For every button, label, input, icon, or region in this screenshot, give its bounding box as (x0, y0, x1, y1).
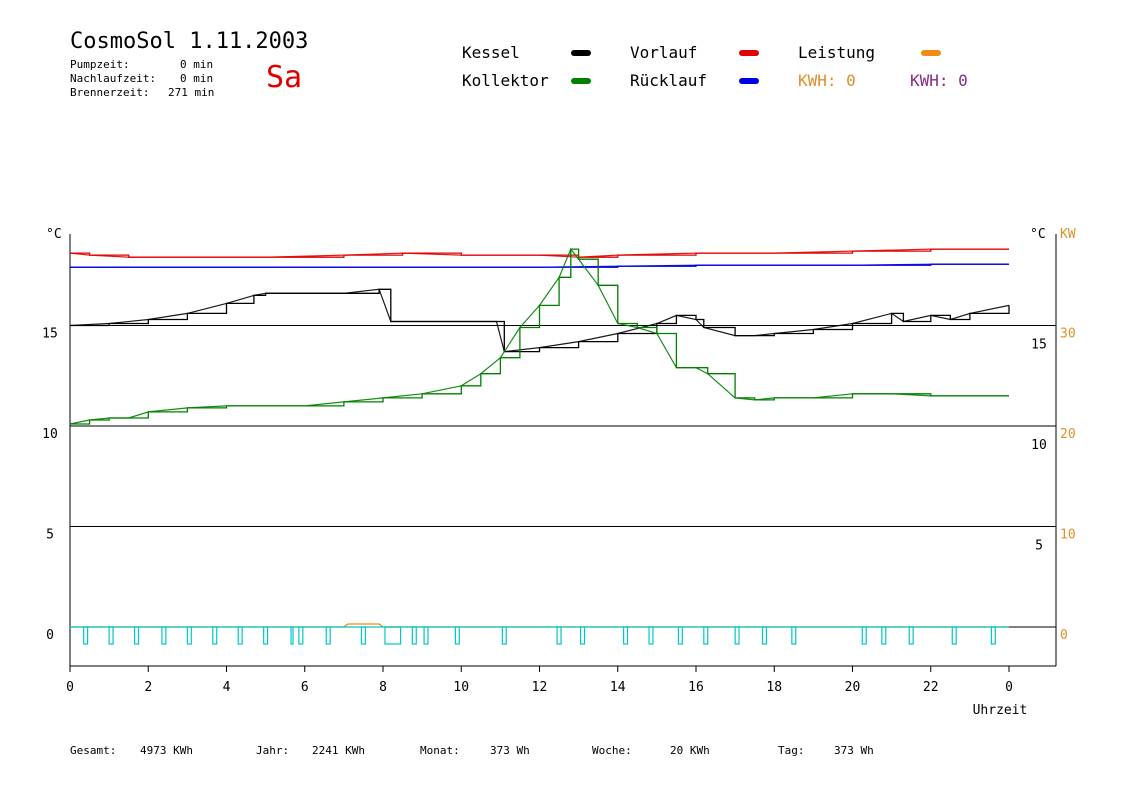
legend-vorlauf-label: Vorlauf (630, 43, 698, 62)
x-tick-label: 14 (610, 680, 626, 695)
pump-pulse (623, 626, 629, 645)
pump-pulse (384, 626, 402, 645)
left-tick-label: 0 (46, 628, 54, 643)
pump-pulse (161, 626, 167, 645)
kwh-secondary-label: KWH: 0 (910, 71, 968, 90)
stat-monat-value: 373 Wh (490, 744, 530, 757)
stat-tag-value: 373 Wh (834, 744, 874, 757)
series-trend-kollektor (69, 247, 1009, 425)
legend-ruecklauf-label: Rücklauf (630, 71, 708, 90)
stat-jahr-label: Jahr: (256, 744, 290, 757)
stat-jahr-value: 2241 KWh (312, 744, 365, 757)
pump-pulse (761, 626, 768, 645)
legend-vorlauf-swatch (739, 50, 759, 56)
pump-pulse (556, 626, 562, 645)
legend-ruecklauf-swatch (739, 78, 759, 84)
pump-pulse (677, 626, 683, 645)
nachlaufzeit-label: Nachlaufzeit: (70, 72, 157, 85)
pump-pulse (298, 626, 304, 645)
pump-pulse (423, 626, 429, 645)
pump-pulse (648, 626, 654, 645)
series-trend-rcklauf (70, 263, 1009, 268)
kwh-solar-label: KWH: 0 (798, 71, 856, 90)
right-axis-unit: °C (1030, 227, 1046, 242)
legend-leistung-label: Leistung (798, 43, 876, 62)
pump-pulse (951, 626, 957, 645)
pump-pulse (237, 626, 243, 645)
legend-kessel-label: Kessel (462, 43, 520, 62)
x-tick-label: 18 (766, 680, 782, 695)
pump-pulse (734, 626, 740, 645)
stat-tag-label: Tag: (778, 744, 805, 757)
x-tick-label: 4 (223, 680, 231, 695)
left-tick-label: 5 (46, 528, 54, 543)
x-tick-label: 0 (1005, 680, 1013, 695)
right-tick-label: 5 (1035, 539, 1043, 554)
stat-gesamt-value: 4973 KWh (140, 744, 193, 757)
x-tick-label: 20 (845, 680, 861, 695)
x-axis-title: Uhrzeit (973, 703, 1028, 718)
series-trend-vorlauf (69, 248, 1009, 258)
brennerzeit-label: Brennerzeit: (70, 86, 150, 99)
pump-pulse (703, 626, 709, 645)
x-tick-label: 0 (66, 680, 74, 695)
pumpzeit-value: 0 min (180, 58, 214, 71)
pump-pulse (290, 626, 294, 645)
right-tick-label: 15 (1031, 338, 1047, 353)
stat-woche-value: 20 KWh (670, 744, 710, 757)
page-title: CosmoSol 1.11.2003 (70, 29, 309, 54)
pump-pulse (411, 626, 417, 645)
right-tick-label: 10 (1031, 438, 1047, 453)
kw-axis-unit: KW (1060, 227, 1076, 242)
x-tick-label: 16 (688, 680, 704, 695)
legend-kollektor-label: Kollektor (462, 71, 549, 90)
stat-gesamt-label: Gesamt: (70, 744, 117, 757)
stat-monat-label: Monat: (420, 744, 460, 757)
pump-pulse (263, 626, 269, 645)
weekday-label: Sa (266, 60, 303, 95)
series-line-kollektor (70, 248, 1009, 425)
pump-pulse (579, 626, 586, 645)
x-tick-label: 6 (301, 680, 309, 695)
legend-leistung-swatch (921, 50, 941, 56)
x-tick-label: 22 (923, 680, 939, 695)
legend-kollektor-swatch (571, 78, 591, 84)
pump-pulse (881, 626, 887, 645)
nachlaufzeit-value: 0 min (180, 72, 214, 85)
pump-pulse (908, 626, 914, 645)
x-tick-label: 10 (453, 680, 469, 695)
pump-pulse (108, 626, 114, 645)
kw-tick-label: 10 (1060, 528, 1076, 543)
pump-pulse (325, 626, 331, 645)
pump-pulse (212, 626, 218, 645)
stat-woche-label: Woche: (592, 744, 632, 757)
pump-pulse (990, 626, 996, 645)
left-tick-label: 10 (42, 427, 58, 442)
pump-pulse (133, 626, 140, 645)
series-trend-kessel (69, 288, 1010, 353)
pump-pulse (360, 626, 366, 645)
x-tick-label: 8 (379, 680, 387, 695)
kw-tick-label: 20 (1060, 427, 1076, 442)
pump-pulse (83, 626, 89, 645)
pump-pulse (454, 626, 460, 645)
kw-tick-label: 0 (1060, 628, 1068, 643)
pump-pulse (501, 626, 507, 645)
left-tick-label: 15 (42, 327, 58, 342)
x-tick-label: 2 (144, 680, 152, 695)
legend-kessel-swatch (571, 50, 591, 56)
x-tick-label: 12 (532, 680, 548, 695)
pump-pulse (861, 626, 867, 645)
kw-tick-label: 30 (1060, 327, 1076, 342)
left-axis-unit: °C (46, 227, 62, 242)
pumpzeit-label: Pumpzeit: (70, 58, 130, 71)
brennerzeit-value: 271 min (168, 86, 215, 99)
pump-pulse (186, 626, 192, 645)
pump-pulse (791, 626, 797, 645)
